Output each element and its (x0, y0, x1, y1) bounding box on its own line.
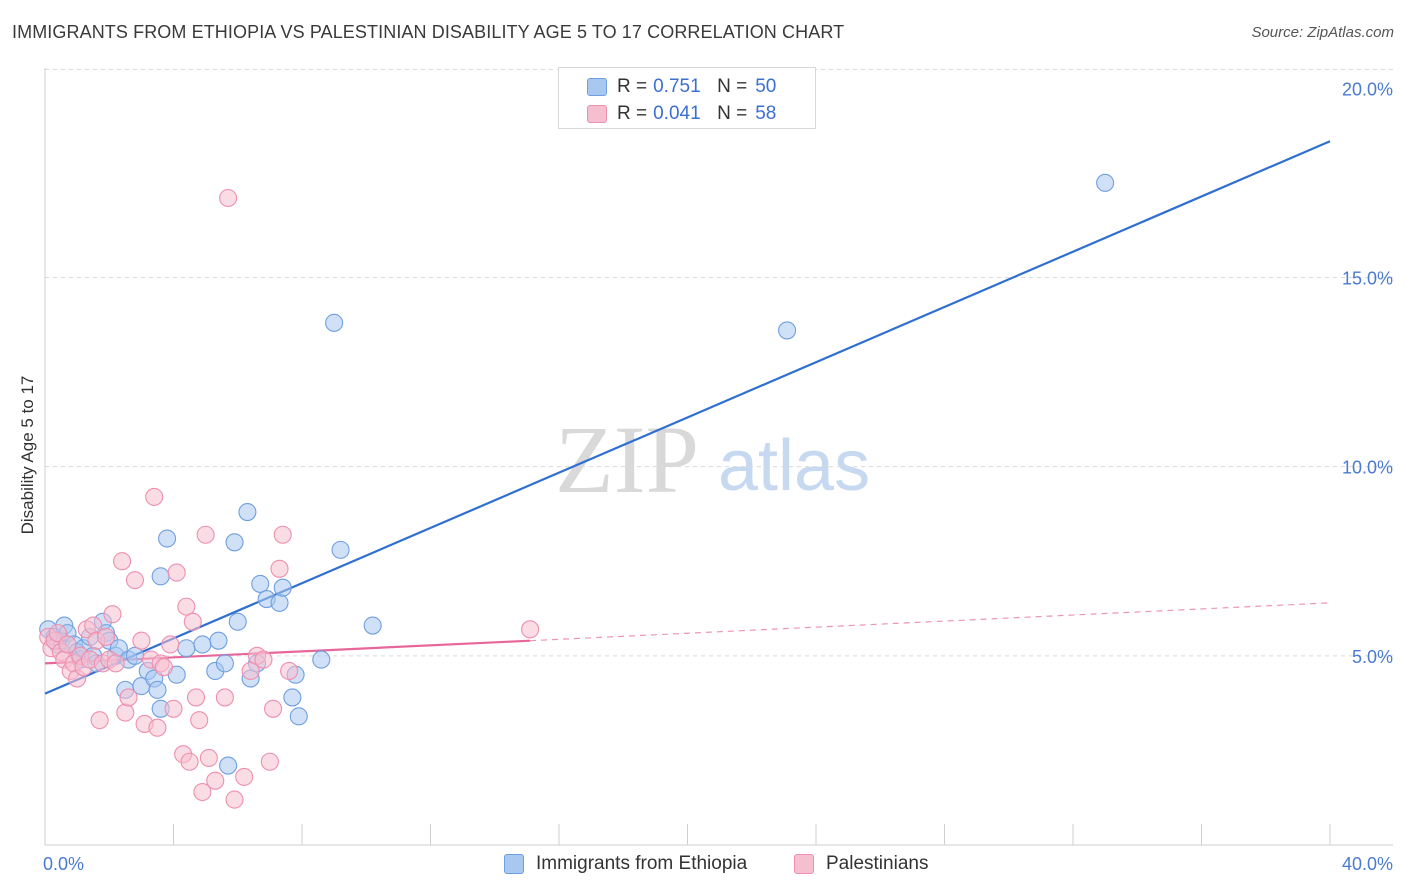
ethiopia-point (251, 574, 270, 593)
ethiopia-point (283, 688, 302, 707)
y-tick-label: 5.0% (1352, 647, 1393, 667)
ethiopia-point (209, 631, 228, 650)
y-tick-label: 20.0% (1342, 79, 1393, 99)
x-tick-label: 0.0% (43, 854, 84, 874)
palestinian-point (193, 782, 212, 802)
legend-label-ethiopia: Immigrants from Ethiopia (536, 853, 748, 874)
legend-swatch-ethiopia (504, 854, 524, 874)
palestinian-point (199, 748, 218, 768)
legend-n-label: N = (717, 103, 748, 124)
palestinian-point (164, 699, 183, 718)
palestinian-point (96, 627, 116, 646)
palestinian-point (206, 771, 225, 790)
ethiopia-point (312, 650, 331, 669)
palestinian-point (196, 525, 215, 544)
trend-line-palestinians-extension (530, 602, 1331, 642)
ethiopia-point (238, 502, 257, 522)
palestinian-point (273, 525, 292, 544)
ethiopia-point (148, 680, 167, 699)
legend-r-label: R = (617, 76, 648, 97)
palestinian-point (58, 635, 77, 654)
bottom-legend-ethiopia[interactable]: Immigrants from Ethiopia (504, 852, 747, 876)
palestinian-point (148, 718, 167, 737)
correlation-legend: R = 0.751 N = 50 R = 0.041 N = 58 (558, 67, 816, 129)
palestinian-point (161, 635, 180, 654)
palestinian-point (241, 661, 260, 681)
ethiopia-point (219, 756, 238, 775)
tick-labels: 5.0% 10.0% 15.0% 20.0% 0.0% 40.0% (43, 79, 1393, 874)
gridlines (45, 68, 1395, 657)
ethiopia-point (125, 646, 144, 665)
palestinian-point (270, 559, 289, 578)
ethiopia-point (1096, 173, 1115, 192)
ethiopia-point (778, 321, 797, 340)
palestinian-point (177, 597, 196, 616)
ethiopia-point (289, 707, 308, 726)
x-tick-label: 40.0% (1342, 854, 1393, 874)
palestinian-point (254, 650, 273, 669)
palestinian-point (125, 571, 144, 590)
palestinian-point (521, 620, 540, 639)
palestinian-point (260, 752, 279, 771)
palestinian-point (103, 605, 122, 624)
palestinian-point (235, 767, 254, 786)
palestinian-point (113, 552, 132, 571)
ethiopia-point (151, 567, 170, 586)
palestinian-point (225, 790, 244, 809)
palestinian-point (116, 703, 135, 722)
legend-row-ethiopia: R = 0.751 N = 50 (587, 76, 776, 98)
palestinian-point (180, 752, 199, 771)
ethiopia-point (270, 593, 289, 612)
ethiopia-point (177, 639, 196, 658)
ethiopia-point (325, 313, 344, 332)
chart-title: IMMIGRANTS FROM ETHIOPIA VS PALESTINIAN … (12, 22, 845, 42)
data-points (39, 173, 1115, 809)
source-credit: Source: ZipAtlas.com (1251, 24, 1394, 41)
palestinian-point (106, 654, 125, 673)
legend-swatch-palestinians (794, 854, 814, 874)
y-tick-label: 10.0% (1342, 458, 1393, 478)
bottom-legend-palestinians[interactable]: Palestinians (794, 852, 928, 876)
palestinian-point (264, 699, 283, 718)
palestinian-point (90, 711, 109, 730)
palestinian-point (183, 612, 202, 631)
palestinian-point (215, 688, 234, 707)
palestinian-point (219, 188, 238, 208)
legend-n-value: 58 (755, 103, 777, 124)
trend-lines (44, 140, 1331, 695)
y-tick-label: 15.0% (1342, 268, 1393, 288)
palestinian-point (167, 563, 186, 582)
palestinian-point (186, 688, 206, 707)
palestinian-point (280, 661, 299, 681)
legend-row-palestinians: R = 0.041 N = 58 (587, 103, 776, 125)
palestinian-point (145, 487, 164, 506)
legend-r-value: 0.041 (653, 103, 701, 124)
ethiopia-point (158, 529, 177, 548)
ethiopia-point (363, 616, 382, 635)
axes (44, 68, 1393, 846)
palestinian-point (119, 688, 138, 707)
legend-n-value: 50 (755, 76, 777, 97)
palestinian-point (132, 631, 151, 650)
legend-swatch-palestinians (587, 105, 607, 123)
palestinian-point (154, 658, 173, 677)
y-axis-title: Disability Age 5 to 17 (18, 376, 37, 535)
ethiopia-point (215, 654, 234, 673)
palestinian-point (190, 711, 209, 730)
legend-label-palestinians: Palestinians (826, 853, 929, 874)
ethiopia-point (273, 578, 292, 597)
ethiopia-point (331, 540, 350, 559)
watermark-atlas: atlas (718, 426, 870, 506)
ethiopia-point (228, 612, 247, 631)
trend-line-ethiopia (44, 140, 1331, 695)
watermark: ZIP atlas (555, 406, 870, 513)
legend-swatch-ethiopia (587, 78, 607, 96)
legend-n-label: N = (717, 76, 748, 97)
legend-r-label: R = (617, 103, 648, 124)
ethiopia-point (225, 533, 244, 552)
legend-r-value: 0.751 (653, 76, 701, 97)
ethiopia-point (193, 635, 212, 654)
